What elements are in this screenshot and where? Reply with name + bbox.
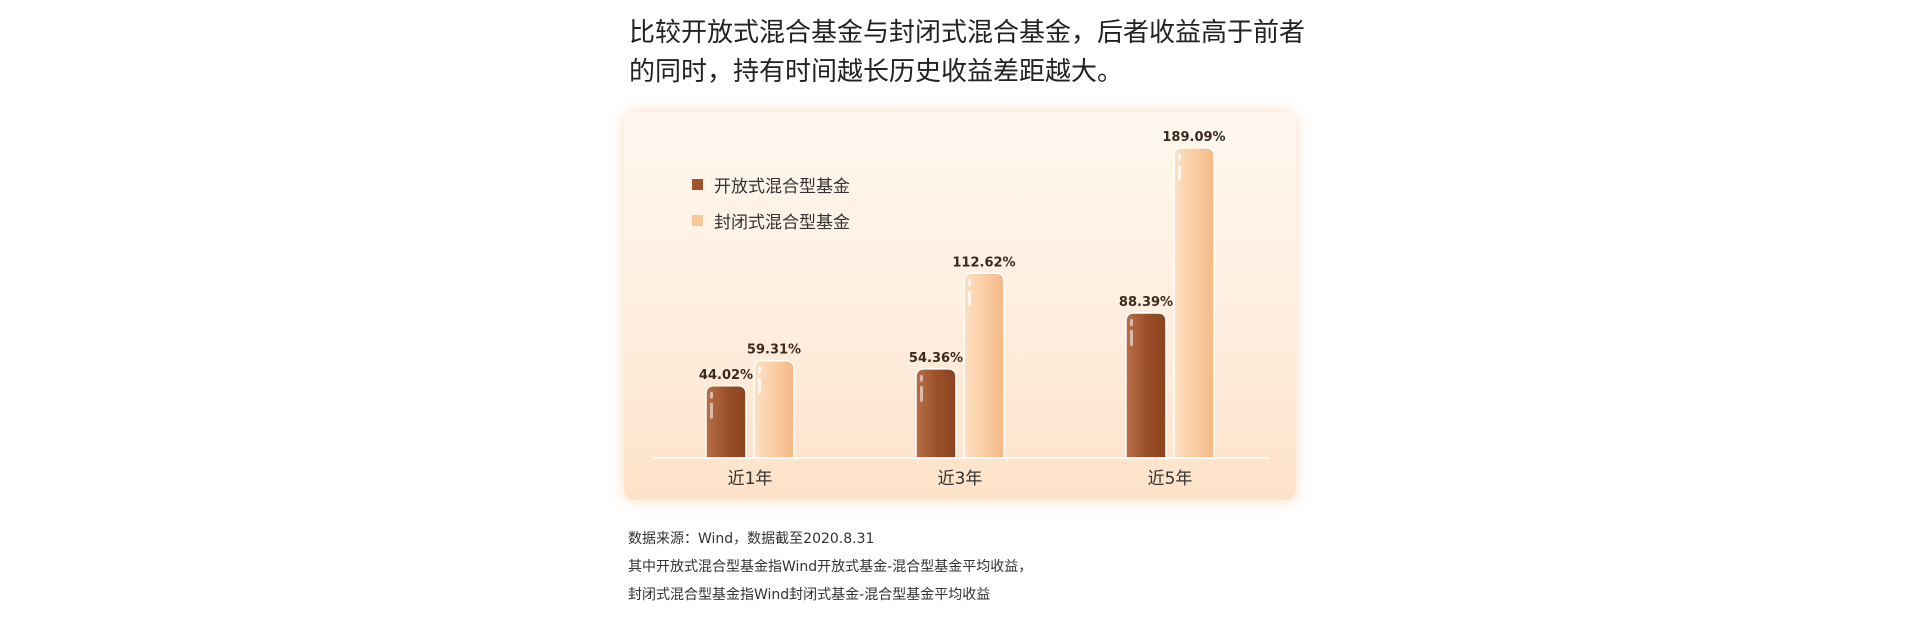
bar-highlight-open-1-b [710,402,713,419]
legend: 开放式混合型基金 封闭式混合型基金 [692,166,850,238]
chart-card: 44.02% 59.31% 近1年 54.36% 112.62% 近3年 88.39% 189… [624,112,1296,500]
value-label-closed-2: 112.62% [952,255,1015,270]
legend-swatch-closed [692,214,703,226]
headline: 比较开放式混合基金与封闭式混合基金，后者收益高于前者 的同时，持有时间越长历史收… [629,14,1309,92]
value-label-closed-3: 189.09% [1162,130,1225,145]
footnotes: 数据来源：Wind，数据截至2020.8.31 其中开放式混合型基金指Wind开… [628,525,1328,609]
bar-open-3 [1125,312,1167,459]
legend-item-closed: 封闭式混合型基金 [692,202,850,238]
bar-chart: 44.02% 59.31% 近1年 54.36% 112.62% 近3年 88.39% 189… [652,130,1270,489]
bar-highlight-open-2-b [920,385,923,402]
value-label-closed-1: 59.31% [747,343,801,358]
headline-line-1: 比较开放式混合基金与封闭式混合基金，后者收益高于前者 [629,18,1306,48]
bar-highlight-closed-2-b [968,290,971,307]
bar-closed-3 [1173,147,1215,459]
legend-item-open: 开放式混合型基金 [692,166,850,202]
legend-label-open: 开放式混合型基金 [714,176,850,197]
bar-highlight-open-1-a [710,391,713,399]
headline-line-2: 的同时，持有时间越长历史收益差距越大。 [629,57,1124,87]
bar-closed-2 [963,272,1005,459]
value-label-open-3: 88.39% [1119,295,1173,310]
legend-swatch-open [692,178,703,190]
bar-open-1 [705,385,747,459]
bar-highlight-open-3-a [1130,319,1133,327]
x-tick-label-2: 近3年 [938,469,983,489]
x-tick-label-1: 近1年 [728,469,773,489]
bar-highlight-open-3-b [1130,330,1133,347]
definition-note-open: 其中开放式混合型基金指Wind开放式基金-混合型基金平均收益， [628,559,1033,575]
bar-highlight-open-2-a [920,374,923,382]
labels-layer: 44.02% 59.31% 近1年 54.36% 112.62% 近3年 88.39% 189… [699,130,1226,489]
bar-open-2 [915,368,957,459]
bar-closed-1 [753,359,795,459]
data-source-note: 数据来源：Wind，数据截至2020.8.31 [628,531,875,547]
legend-label-closed: 封闭式混合型基金 [714,212,850,233]
value-label-open-2: 54.36% [909,351,963,366]
bar-highlight-closed-1-b [758,377,761,394]
bar-highlight-closed-1-a [758,366,761,374]
value-label-open-1: 44.02% [699,368,753,383]
bar-highlight-closed-3-a [1178,153,1181,161]
bar-highlight-closed-2-a [968,279,971,287]
definition-note-closed: 封闭式混合型基金指Wind封闭式基金-混合型基金平均收益 [628,587,991,603]
bar-highlight-closed-3-b [1178,164,1181,181]
bars-layer [705,147,1215,459]
x-tick-label-3: 近5年 [1148,469,1193,489]
